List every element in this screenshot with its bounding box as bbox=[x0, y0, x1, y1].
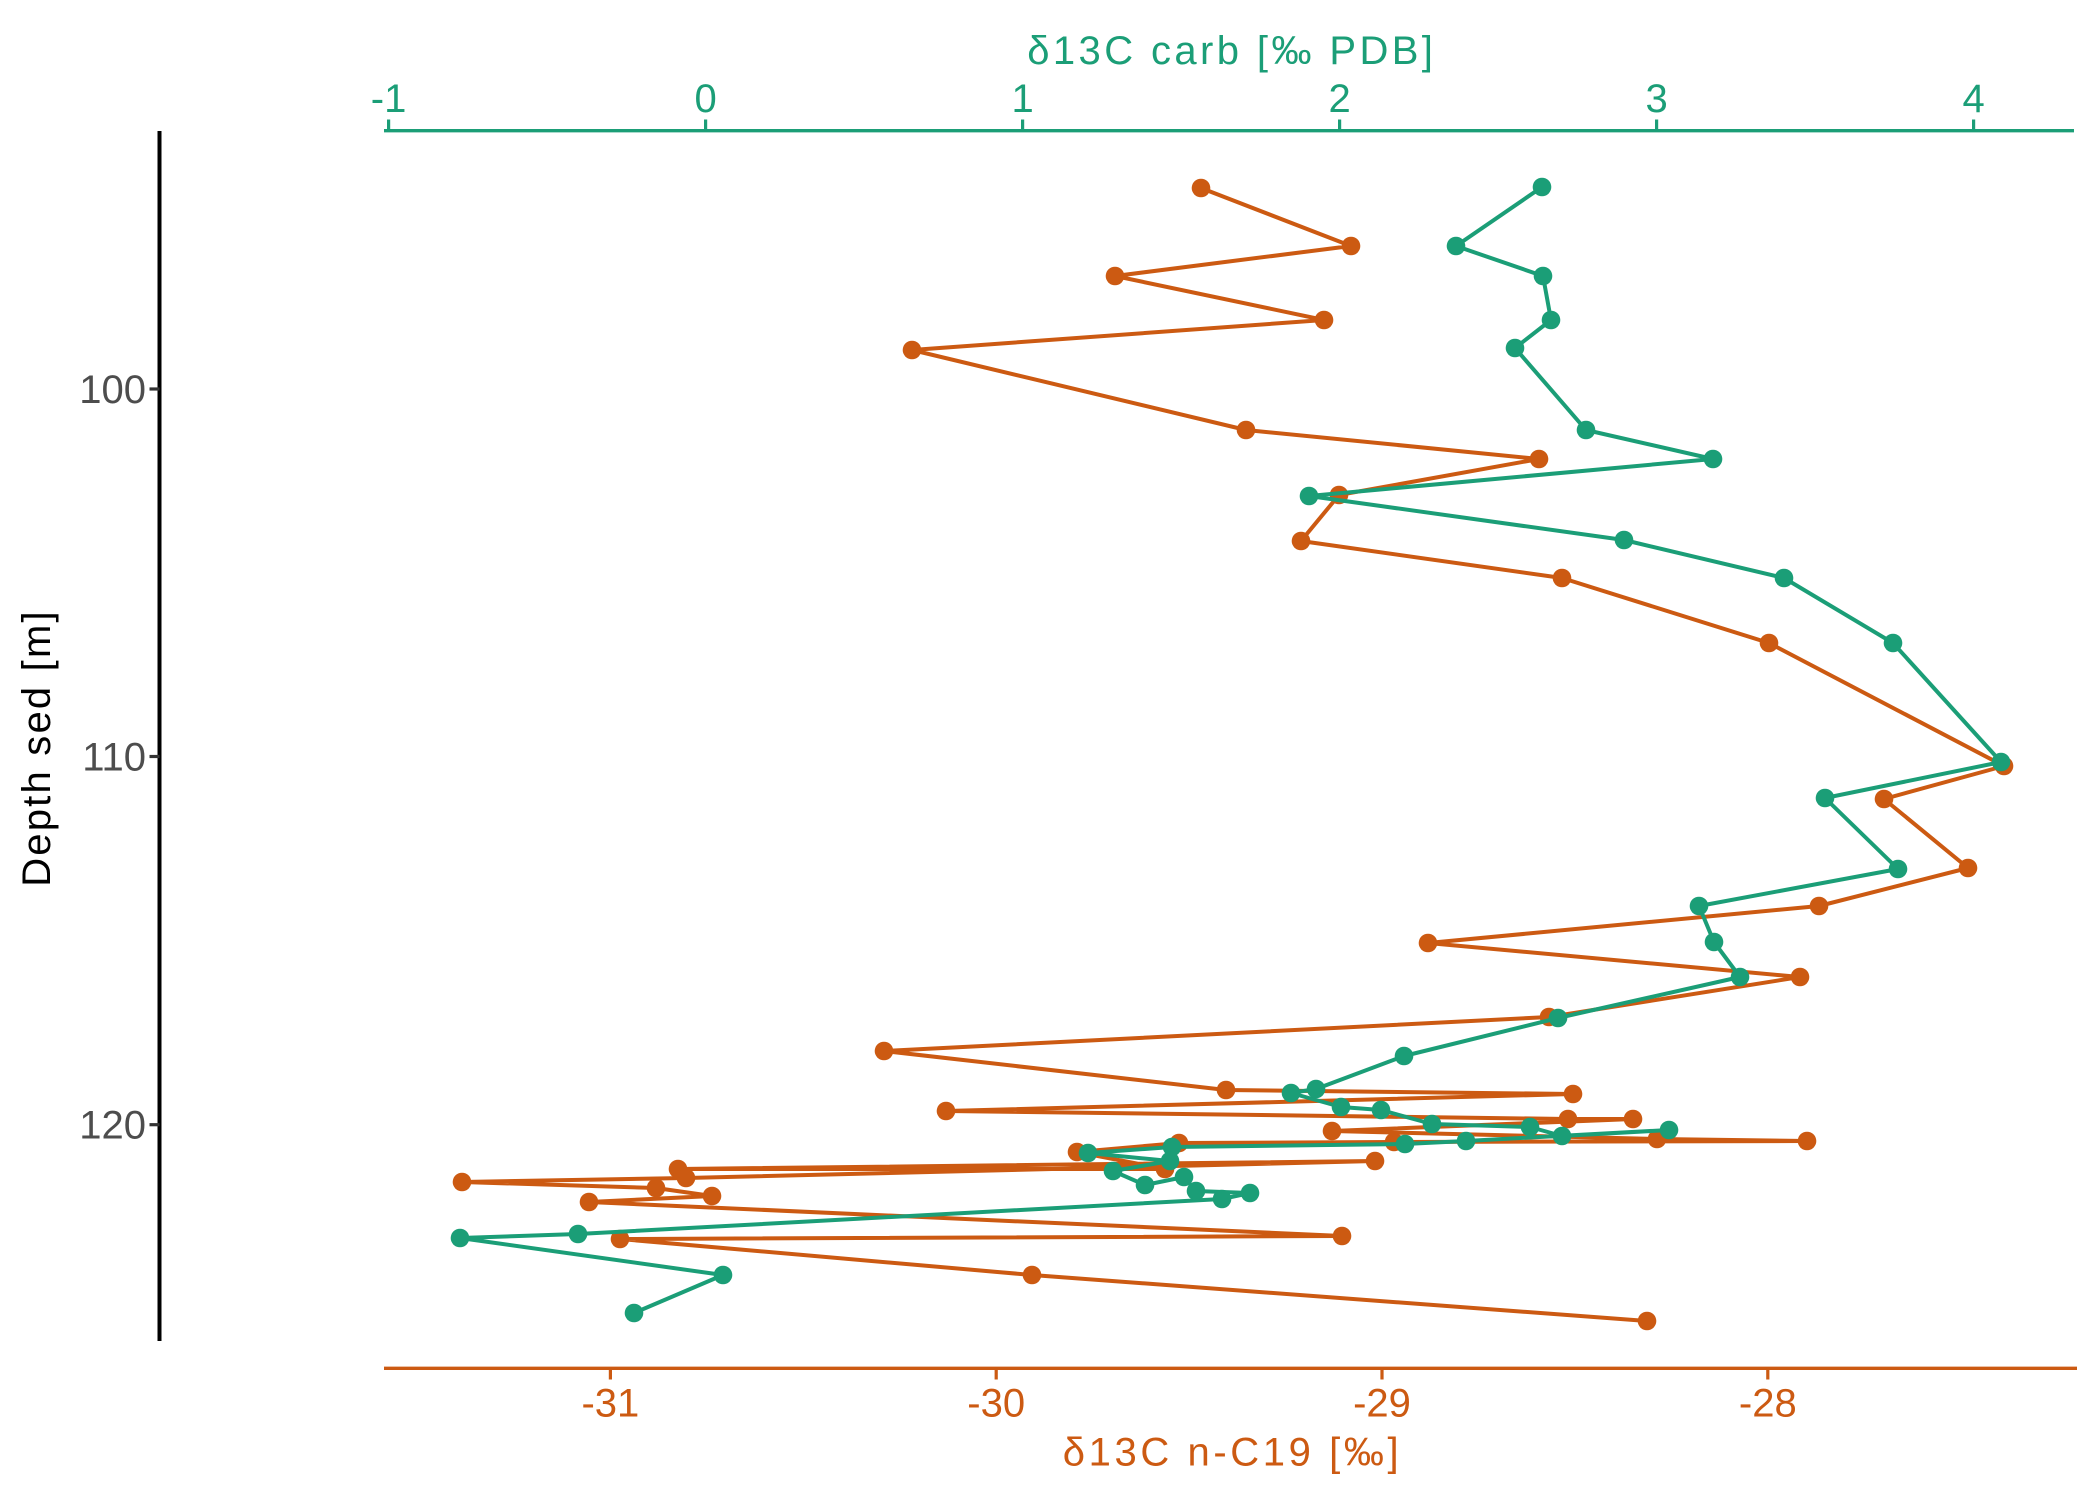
svg-text:1: 1 bbox=[1011, 77, 1033, 121]
svg-text:-30: -30 bbox=[967, 1382, 1025, 1426]
svg-text:-31: -31 bbox=[581, 1382, 639, 1426]
svg-text:δ13C n-C19 [‰]: δ13C n-C19 [‰] bbox=[1063, 1430, 1402, 1474]
svg-text:2: 2 bbox=[1328, 77, 1350, 121]
svg-text:-1: -1 bbox=[371, 77, 407, 121]
svg-text:-29: -29 bbox=[1353, 1382, 1411, 1426]
svg-text:110: 110 bbox=[82, 736, 146, 780]
svg-text:δ13C carb [‰ PDB]: δ13C carb [‰ PDB] bbox=[1027, 29, 1436, 73]
svg-text:Depth sed [m]: Depth sed [m] bbox=[15, 609, 59, 887]
svg-text:-28: -28 bbox=[1739, 1382, 1797, 1426]
svg-text:0: 0 bbox=[694, 77, 716, 121]
svg-text:120: 120 bbox=[79, 1104, 146, 1148]
svg-text:100: 100 bbox=[79, 368, 146, 412]
svg-text:3: 3 bbox=[1645, 77, 1667, 121]
svg-text:4: 4 bbox=[1962, 77, 1984, 121]
